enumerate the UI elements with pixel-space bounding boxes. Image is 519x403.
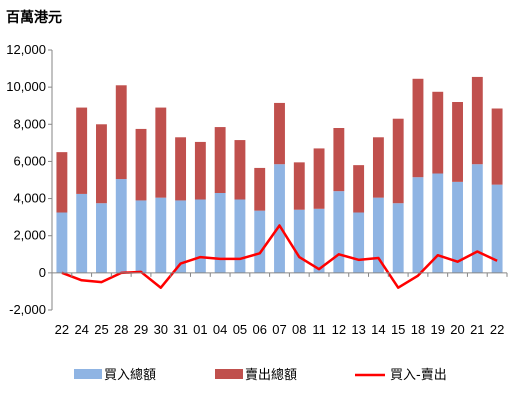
bar-sell xyxy=(452,102,463,182)
bar-buy xyxy=(96,203,107,273)
x-axis: 22 24 25 28 29 30 31 01 04 05 06 07 08 11 12 13 14 15 18 19… xyxy=(51,272,508,337)
bar-sell xyxy=(234,140,246,200)
x-tick-label: 05 xyxy=(233,322,247,337)
bar-sell xyxy=(274,102,285,165)
bar-sell xyxy=(115,85,127,180)
y-tick-label: 0 xyxy=(39,265,46,280)
x-tick-label: 11 xyxy=(312,322,326,337)
x-tick-label: 25 xyxy=(94,322,108,337)
x-tick-label: 22 xyxy=(490,322,504,337)
x-tick-label: 22 xyxy=(55,322,69,337)
bar-buy xyxy=(214,193,226,273)
bar-sell xyxy=(194,141,206,200)
x-tick-label: 21 xyxy=(470,322,484,337)
x-tick-label: 07 xyxy=(272,322,286,337)
bar-buy xyxy=(175,200,187,273)
bar-sell xyxy=(313,148,325,209)
bar-buy xyxy=(412,177,424,273)
y-tick-label: 2,000 xyxy=(13,228,46,243)
y-tick-label: 6,000 xyxy=(13,153,46,168)
x-tick-label: 20 xyxy=(450,322,464,337)
x-tick-label: 28 xyxy=(114,322,128,337)
bar-sell xyxy=(96,124,107,204)
y-tick-label: 12,000 xyxy=(6,42,46,57)
x-tick-label: 06 xyxy=(252,322,266,337)
y-axis: -2,000 0 2,000 4,000 6,000 8,000 10,000 12,000 xyxy=(6,42,53,317)
bar-sell xyxy=(392,118,404,204)
bar-sell xyxy=(471,76,483,165)
bar-buy xyxy=(471,164,483,273)
x-tick-label: 31 xyxy=(173,322,187,337)
bar-sell xyxy=(432,91,444,174)
legend-swatch xyxy=(74,369,102,379)
bar-buy xyxy=(432,173,444,273)
y-tick-label: -2,000 xyxy=(9,302,46,317)
x-tick-label: 18 xyxy=(411,322,425,337)
unit-label: 百萬港元 xyxy=(6,9,62,26)
legend-label: 買入-賣出 xyxy=(390,368,447,383)
x-tick-label: 24 xyxy=(74,322,88,337)
bar-buy xyxy=(194,199,206,273)
bar-buy xyxy=(234,199,246,273)
bar-sell xyxy=(353,165,365,213)
y-tick-label: 4,000 xyxy=(13,191,46,206)
bar-sell xyxy=(76,107,88,194)
bar-buy xyxy=(452,181,463,273)
legend-label: 買入總額 xyxy=(104,367,156,383)
x-tick-label: 01 xyxy=(193,322,207,337)
bar-buy xyxy=(274,164,285,273)
bar-buy xyxy=(333,191,345,273)
bar-sell xyxy=(155,107,167,198)
x-tick-label: 04 xyxy=(213,322,227,337)
legend: 買入總額 賣出總額 買入-賣出 xyxy=(74,367,447,383)
bar-buy xyxy=(254,210,266,273)
bars xyxy=(56,76,503,273)
bar-buy xyxy=(353,212,365,273)
bar-sell xyxy=(214,127,226,193)
bar-buy xyxy=(115,179,127,273)
x-tick-label: 13 xyxy=(351,322,365,337)
x-tick-label: 15 xyxy=(391,322,405,337)
bar-sell xyxy=(491,108,503,185)
x-tick-label: 12 xyxy=(332,322,346,337)
y-tick-label: 8,000 xyxy=(13,116,46,131)
bar-buy xyxy=(491,184,503,273)
bar-sell xyxy=(135,128,147,201)
x-tick-label: 29 xyxy=(134,322,148,337)
bar-buy xyxy=(372,197,384,273)
y-tick-label: 10,000 xyxy=(6,79,46,94)
legend-swatch xyxy=(215,369,243,379)
bar-sell xyxy=(56,152,68,213)
bar-buy xyxy=(155,197,167,273)
bar-sell xyxy=(175,137,187,201)
bar-buy xyxy=(313,208,325,273)
x-tick-label: 30 xyxy=(154,322,168,337)
bar-buy xyxy=(56,212,68,273)
bar-sell xyxy=(372,137,384,198)
bar-sell xyxy=(333,128,345,192)
bar-sell xyxy=(293,162,305,210)
bar-buy xyxy=(293,209,305,273)
bar-buy xyxy=(76,193,88,273)
bar-buy xyxy=(392,203,404,273)
x-tick-label: 14 xyxy=(371,322,385,337)
legend-label: 賣出總額 xyxy=(245,367,297,383)
bar-sell xyxy=(412,78,424,178)
bar-sell xyxy=(254,167,266,211)
bar-buy xyxy=(135,200,147,273)
x-tick-label: 19 xyxy=(431,322,445,337)
x-tick-label: 08 xyxy=(292,322,306,337)
